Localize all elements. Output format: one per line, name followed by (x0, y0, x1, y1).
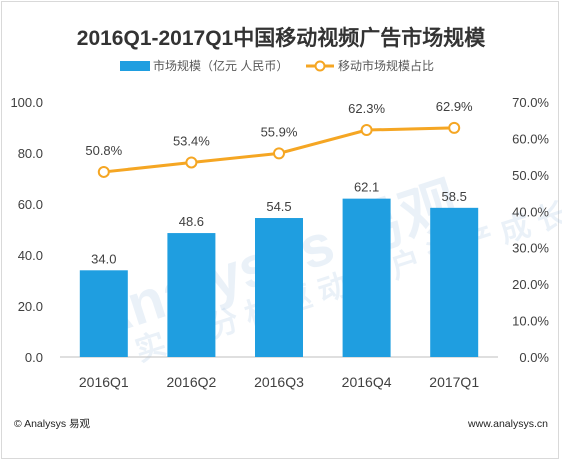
y2-axis-tick-label: 0.0% (519, 350, 549, 365)
y-axis-tick-label: 40.0 (18, 248, 43, 263)
bar (430, 207, 479, 357)
x-axis-tick-label: 2016Q3 (254, 374, 304, 390)
line-point (273, 147, 285, 160)
bar-data-label: 62.1 (354, 180, 379, 195)
line-data-label: 62.9% (436, 99, 473, 114)
bar-data-label: 48.6 (179, 214, 204, 229)
line-point (97, 165, 110, 178)
footer-copyright: © Analysys 易观 (14, 418, 91, 430)
y2-axis-tick-label: 50.0% (512, 168, 549, 183)
bar-data-label: 34.0 (91, 251, 116, 266)
y2-axis-tick-label: 40.0% (512, 204, 549, 219)
line-series: 50.8% 53.4% 55.9% 62.3% 62.9% (85, 99, 473, 178)
y-axis-tick-label: 20.0 (18, 299, 43, 314)
y2-axis-tick-label: 70.0% (512, 95, 549, 110)
line-point (185, 156, 198, 169)
legend-swatch-bar (120, 61, 150, 71)
line-data-label: 50.8% (85, 143, 122, 158)
x-axis-tick-label: 2017Q1 (429, 374, 479, 390)
y2-axis-tick-label: 60.0% (512, 131, 549, 146)
y-axis-tick-label: 0.0 (25, 350, 43, 365)
legend-label-line: 移动市场规模占比 (338, 58, 434, 73)
watermark-logo: Analysys 易观 实 时 分 析 驱 动 用 户 资 产 成 长 (79, 170, 562, 368)
axes: 0.0 20.0 40.0 60.0 80.0 100.0 0.0% 10.0% 20.0% 30… (10, 95, 549, 390)
bar (79, 270, 128, 357)
bar-series: 34.0 48.6 54.5 62.1 58.5 (79, 180, 479, 357)
line-data-label: 62.3% (348, 101, 385, 116)
x-axis-tick-label: 2016Q1 (79, 374, 129, 390)
legend: 市场规模（亿元 人民币） 移动市场规模占比 (120, 58, 434, 73)
y2-axis-tick-label: 30.0% (512, 241, 549, 256)
x-axis-tick-label: 2016Q2 (166, 374, 216, 390)
bar (342, 198, 391, 357)
x-axis-tick-label: 2016Q4 (342, 374, 392, 390)
bar-data-label: 54.5 (266, 199, 291, 214)
bar (255, 218, 303, 357)
line-point (448, 121, 461, 134)
line-point (360, 124, 373, 137)
legend-label-bar: 市场规模（亿元 人民币） (153, 58, 288, 73)
y2-axis-tick-label: 10.0% (512, 314, 549, 329)
line-data-label: 55.9% (261, 124, 298, 139)
y-axis-tick-label: 80.0 (18, 146, 43, 161)
bar-data-label: 58.5 (442, 189, 467, 204)
bar (167, 233, 216, 357)
y-axis-tick-label: 60.0 (18, 197, 43, 212)
legend-swatch-marker (314, 60, 326, 72)
y2-axis-tick-label: 20.0% (512, 277, 549, 292)
line-data-label: 53.4% (173, 133, 210, 148)
y-axis-tick-label: 100.0 (10, 95, 43, 110)
chart-title: 2016Q1-2017Q1中国移动视频广告市场规模 (77, 26, 486, 50)
footer-website: www.analysys.cn (467, 418, 548, 430)
